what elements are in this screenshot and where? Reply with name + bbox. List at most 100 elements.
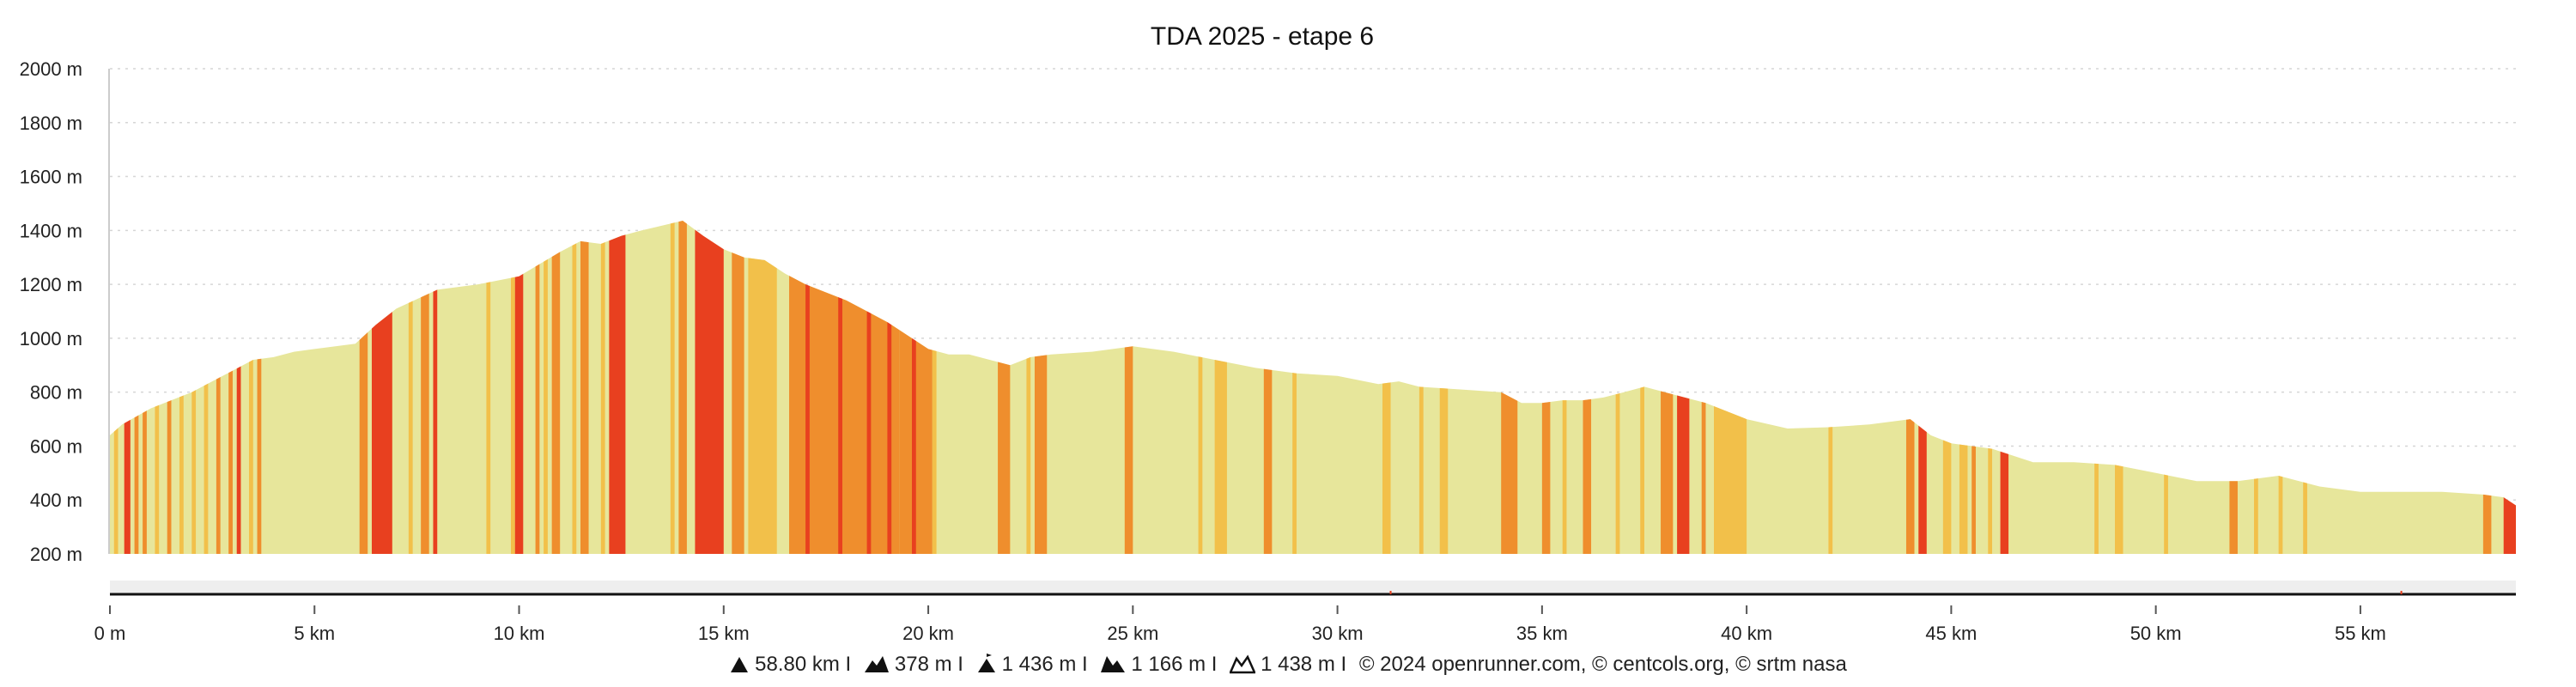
slope-stripe — [1419, 221, 1424, 554]
x-tick-label: 25 km — [1107, 623, 1158, 644]
slope-stripe — [1026, 221, 1031, 554]
slope-stripe — [1677, 221, 1690, 554]
x-tick-label: 35 km — [1516, 623, 1568, 644]
slope-stripe — [228, 221, 233, 554]
slope-stripe — [1198, 221, 1203, 554]
x-tick-label: 55 km — [2335, 623, 2386, 644]
slope-stripe — [124, 221, 131, 554]
slope-stripe — [257, 221, 262, 554]
slope-stripe — [1541, 221, 1551, 554]
slope-stripe — [236, 221, 241, 554]
slope-stripe — [544, 221, 548, 554]
slope-stripe — [572, 221, 577, 554]
distance-icon — [731, 654, 749, 672]
profile-icon — [1229, 654, 1257, 674]
slope-stripe — [249, 221, 253, 554]
slope-stripe — [1988, 221, 1993, 554]
slope-stripe — [732, 221, 744, 554]
slope-stripe — [551, 221, 561, 554]
x-tick-label: 15 km — [698, 623, 750, 644]
slope-stripe — [1382, 221, 1391, 554]
slope-stripe — [204, 221, 209, 554]
slope-stripe — [887, 221, 892, 554]
max-altitude-value: 1 436 m — [1001, 653, 1077, 676]
slope-stripe — [2303, 221, 2307, 554]
slope-stripe — [932, 221, 937, 554]
navigator-track — [110, 581, 2516, 594]
x-tick-label: 50 km — [2130, 623, 2182, 644]
slope-stripe — [143, 221, 147, 554]
x-tick-label: 40 km — [1721, 623, 1772, 644]
slope-stripe — [1263, 221, 1273, 554]
profile-area — [110, 221, 2516, 554]
slope-stripe — [998, 221, 1011, 554]
slope-stripe — [899, 221, 933, 554]
route-summary: 58.80 km I 378 m I 1 436 m I 1 166 m I 1… — [0, 653, 2576, 677]
slope-stripe — [1439, 221, 1449, 554]
y-tick-label: 1800 m — [20, 112, 82, 134]
x-tick-label: 10 km — [494, 623, 545, 644]
slope-stripe — [1034, 221, 1048, 554]
slope-stripe — [748, 221, 777, 554]
y-tick-label: 400 m — [30, 489, 82, 511]
slope-stripe — [216, 221, 221, 554]
descent-icon — [1101, 656, 1126, 672]
slope-stripe — [359, 221, 368, 554]
slope-stripe — [134, 221, 139, 554]
elevation-gain-stat: 378 m I — [864, 653, 963, 677]
y-tick-label: 800 m — [30, 382, 82, 404]
slope-stripe — [514, 221, 524, 554]
slope-stripe — [1701, 221, 1706, 554]
slope-stripe — [511, 221, 515, 554]
x-tick-label: 0 m — [94, 623, 126, 644]
y-tick-label: 1400 m — [20, 220, 82, 241]
slope-stripe — [1124, 221, 1133, 554]
elevation-loss-value: 1 166 m — [1131, 653, 1206, 676]
y-tick-label: 600 m — [30, 435, 82, 457]
slope-stripe — [535, 221, 540, 554]
slope-stripe — [2503, 221, 2516, 554]
x-tick-label: 5 km — [294, 623, 335, 644]
x-tick-label: 45 km — [1925, 623, 1977, 644]
slope-stripe — [1562, 221, 1567, 554]
slope-stripe — [2278, 221, 2283, 554]
slope-stripe — [609, 221, 626, 554]
slope-stripe — [1905, 221, 1915, 554]
slope-stripe — [113, 221, 118, 554]
range-navigator[interactable] — [110, 581, 2516, 596]
slope-stripe — [1640, 221, 1644, 554]
slope-stripe — [1615, 221, 1620, 554]
distance-stat: 58.80 km I — [729, 653, 851, 677]
descent-total-stat: 1 438 m I — [1229, 653, 1346, 677]
slope-stripe — [155, 221, 160, 554]
slope-stripe — [1828, 221, 1833, 554]
slope-stripe — [2094, 221, 2099, 554]
slope-stripe — [421, 221, 429, 554]
x-tick-label: 30 km — [1312, 623, 1364, 644]
slope-stripe — [433, 221, 438, 554]
slope-stripes — [110, 221, 2516, 554]
slope-stripe — [1661, 221, 1674, 554]
slope-stripe — [1918, 221, 1927, 554]
y-axis-ticks: 200 m 400 m 600 m 800 m 1000 m 1200 m 1400 m 16… — [20, 58, 82, 565]
slope-stripe — [912, 221, 916, 554]
slope-stripe — [580, 221, 589, 554]
slope-stripe — [1959, 221, 1968, 554]
slope-stripe — [838, 221, 842, 554]
slope-stripe — [1971, 221, 1976, 554]
y-tick-label: 1200 m — [20, 274, 82, 295]
max-altitude-stat: 1 436 m I — [976, 653, 1088, 677]
x-axis-ticks: 0 m 5 km 10 km 15 km 20 km 25 km 30 km 35 km 40 … — [94, 605, 2386, 644]
credits: © 2024 openrunner.com, © centcols.org, ©… — [1358, 653, 1847, 676]
y-tick-label: 200 m — [30, 544, 82, 565]
slope-stripe — [1714, 221, 1747, 554]
x-tick-label: 20 km — [902, 623, 954, 644]
slope-stripe — [695, 221, 724, 554]
slope-stripe — [600, 221, 605, 554]
slope-stripe — [486, 221, 491, 554]
slope-stripe — [1942, 221, 1952, 554]
chart-title: TDA 2025 - etape 6 — [1151, 22, 1374, 51]
slope-stripe — [408, 221, 413, 554]
slope-stripe — [179, 221, 184, 554]
